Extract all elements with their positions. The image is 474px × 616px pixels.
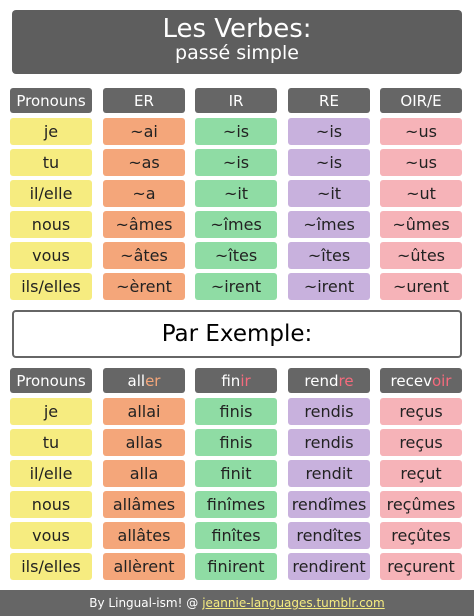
footer: By Lingual-ism! @ jeannie-languages.tumb… xyxy=(0,590,474,616)
cell: rendis xyxy=(288,429,370,456)
cell: rendirent xyxy=(288,553,370,580)
header-cell: RE xyxy=(288,88,370,113)
verb-part: re xyxy=(338,371,354,390)
header-cell: IR xyxy=(195,88,277,113)
title-box: Les Verbes: passé simple xyxy=(12,10,462,74)
cell: allèrent xyxy=(103,553,185,580)
verb-part: all xyxy=(127,371,146,390)
cell: allai xyxy=(103,398,185,425)
cell: ~ai xyxy=(103,118,185,145)
cell: tu xyxy=(10,149,92,176)
cell: ~is xyxy=(288,118,370,145)
cell: ~ut xyxy=(380,180,462,207)
cell: finit xyxy=(195,460,277,487)
cell: ~îtes xyxy=(288,242,370,269)
cell: finîmes xyxy=(195,491,277,518)
cell: nous xyxy=(10,491,92,518)
cell: ~âmes xyxy=(103,211,185,238)
verb-part: recev xyxy=(390,371,432,390)
cell: ~is xyxy=(288,149,370,176)
header-cell: fin ir xyxy=(195,368,277,393)
cell: il/elle xyxy=(10,180,92,207)
cell: allâtes xyxy=(103,522,185,549)
header-cell: recev oir xyxy=(380,368,462,393)
cell: rendîmes xyxy=(288,491,370,518)
cell: il/elle xyxy=(10,460,92,487)
cell: ils/elles xyxy=(10,553,92,580)
header-cell: Pronouns xyxy=(10,368,92,393)
cell: allâmes xyxy=(103,491,185,518)
cell: ~us xyxy=(380,149,462,176)
url[interactable]: jeannie-languages.tumblr.com xyxy=(202,596,385,610)
cell: ~îtes xyxy=(195,242,277,269)
cell: finis xyxy=(195,398,277,425)
verb-part: ir xyxy=(240,371,251,390)
header-cell: Pronouns xyxy=(10,88,92,113)
header-cell: rend re xyxy=(288,368,370,393)
cell: ~îmes xyxy=(195,211,277,238)
cell: je xyxy=(10,398,92,425)
cell: finis xyxy=(195,429,277,456)
header-cell: OIR/E xyxy=(380,88,462,113)
cell: reçûtes xyxy=(380,522,462,549)
cell: finîtes xyxy=(195,522,277,549)
cell: ~as xyxy=(103,149,185,176)
cell: vous xyxy=(10,522,92,549)
cell: ~us xyxy=(380,118,462,145)
cell: ~it xyxy=(195,180,277,207)
cell: tu xyxy=(10,429,92,456)
cell: ~âtes xyxy=(103,242,185,269)
cell: ~is xyxy=(195,118,277,145)
cell: rendîtes xyxy=(288,522,370,549)
verb-part: er xyxy=(145,371,161,390)
cell: ~a xyxy=(103,180,185,207)
verb-part: rend xyxy=(304,371,339,390)
cell: rendit xyxy=(288,460,370,487)
header-cell: ER xyxy=(103,88,185,113)
credit: By Lingual-ism! @ xyxy=(89,596,199,610)
cell: reçus xyxy=(380,429,462,456)
subtitle: passé simple xyxy=(175,42,299,64)
verb-part: fin xyxy=(221,371,241,390)
cell: ~urent xyxy=(380,273,462,300)
cell: ~irent xyxy=(288,273,370,300)
cell: alla xyxy=(103,460,185,487)
example-banner: Par Exemple: xyxy=(12,310,462,358)
cell: ~irent xyxy=(195,273,277,300)
cell: ~ûmes xyxy=(380,211,462,238)
cell: ~is xyxy=(195,149,277,176)
cell: ~ûtes xyxy=(380,242,462,269)
cell: ils/elles xyxy=(10,273,92,300)
cell: reçut xyxy=(380,460,462,487)
cell: ~èrent xyxy=(103,273,185,300)
cell: reçûmes xyxy=(380,491,462,518)
cell: finirent xyxy=(195,553,277,580)
cell: vous xyxy=(10,242,92,269)
cell: je xyxy=(10,118,92,145)
cell: reçus xyxy=(380,398,462,425)
title: Les Verbes: xyxy=(162,14,312,44)
cell: allas xyxy=(103,429,185,456)
cell: ~îmes xyxy=(288,211,370,238)
cell: reçurent xyxy=(380,553,462,580)
cell: nous xyxy=(10,211,92,238)
header-cell: all er xyxy=(103,368,185,393)
cell: ~it xyxy=(288,180,370,207)
cell: rendis xyxy=(288,398,370,425)
verb-part: oir xyxy=(431,371,452,390)
